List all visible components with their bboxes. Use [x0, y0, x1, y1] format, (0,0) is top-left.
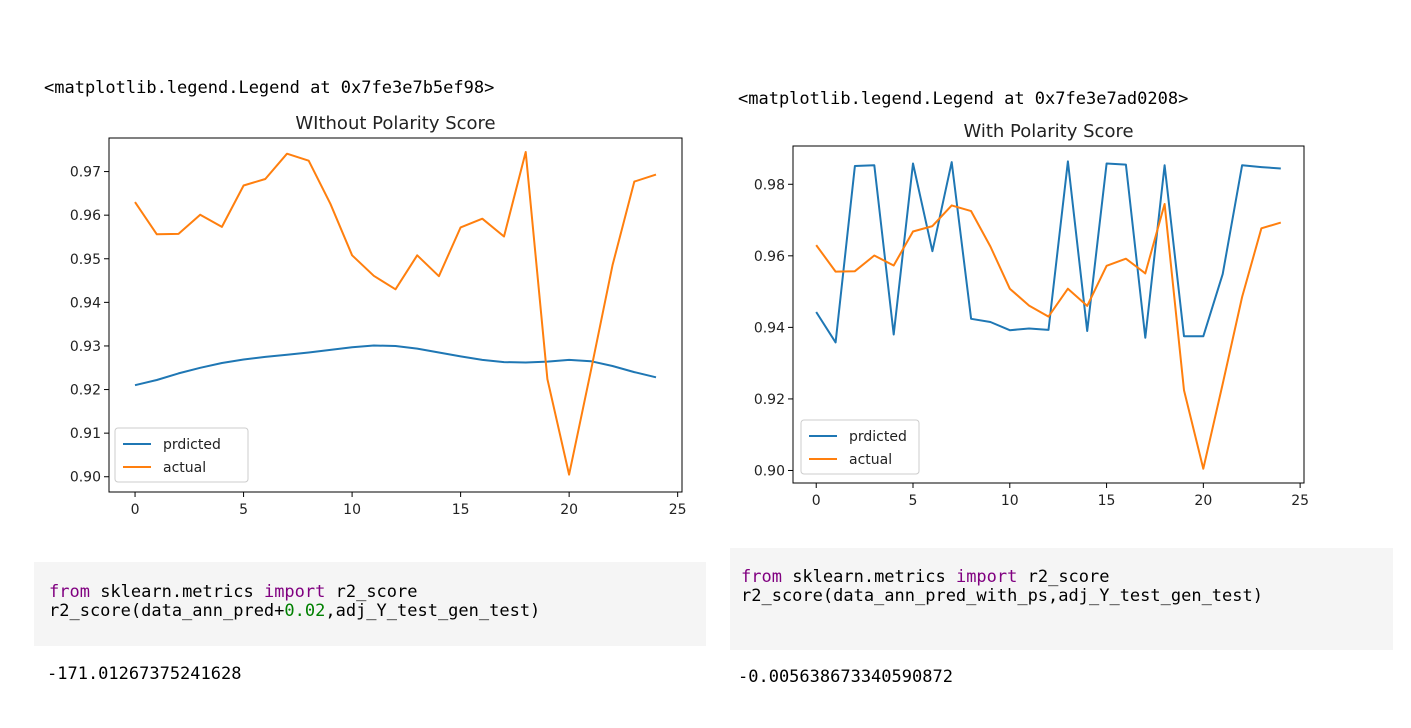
x-tick-label: 0	[812, 493, 821, 509]
code-post: ,adj_Y_test_gen_test)	[325, 601, 541, 621]
legend-repr-output-left: <matplotlib.legend.Legend at 0x7fe3e7b5e…	[44, 78, 495, 98]
legend-box	[800, 419, 920, 475]
y-tick-label: 0.94	[70, 295, 101, 311]
code-line-2: r2_score(data_ann_pred+0.02,adj_Y_test_g…	[49, 602, 706, 621]
keyword-import: import	[263, 582, 326, 602]
x-tick-label: 20	[560, 502, 578, 518]
plot-frame	[108, 137, 683, 493]
keyword-from: from	[741, 567, 782, 587]
chart-title: With Polarity Score	[963, 121, 1133, 142]
import-name: r2_score	[325, 582, 418, 602]
legend-label: actual	[849, 452, 892, 468]
chart-with-polarity: With Polarity Score 0.90 0.92 0.94 0.96 0.98 0…	[754, 121, 1309, 509]
x-tick-label: 25	[1291, 493, 1309, 509]
y-tick-label: 0.93	[70, 339, 101, 355]
legend-repr-output-right: <matplotlib.legend.Legend at 0x7fe3e7ad0…	[738, 89, 1189, 109]
import-name: r2_score	[1017, 567, 1110, 587]
code-pre: r2_score(data_ann_pred_with_ps,adj_Y_tes…	[741, 586, 1263, 606]
y-tick-label: 0.92	[70, 383, 101, 399]
plot-frame	[792, 145, 1305, 484]
r2-result-left: -171.01267375241628	[47, 664, 242, 684]
code-cell-right[interactable]: from sklearn.metrics import r2_score r2_s…	[730, 548, 1393, 650]
x-tick-label: 5	[239, 502, 248, 518]
code-number: 0.02	[284, 601, 326, 621]
x-tick-label: 0	[131, 502, 140, 518]
x-tick-label: 15	[1098, 493, 1116, 509]
legend-label: prdicted	[163, 437, 221, 453]
y-tick-label: 0.90	[70, 470, 101, 486]
r2-result-right: -0.005638673340590872	[738, 667, 953, 687]
chart-without-polarity: WIthout Polarity Score 0.90 0.91 0.92 0.93 0.…	[70, 113, 687, 518]
y-tick-label: 0.96	[754, 249, 785, 265]
code-cell-left[interactable]: from sklearn.metrics import r2_score r2_s…	[34, 562, 706, 646]
y-tick-label: 0.96	[70, 208, 101, 224]
series-line-predicted	[815, 160, 1281, 344]
y-tick-label: 0.92	[754, 392, 785, 408]
x-tick-label: 20	[1194, 493, 1212, 509]
x-tick-label: 5	[909, 493, 918, 509]
x-tick-label: 10	[343, 502, 361, 518]
y-tick-label: 0.95	[70, 252, 101, 268]
code-line-1: from sklearn.metrics import r2_score	[741, 568, 1393, 587]
keyword-from: from	[49, 582, 90, 602]
x-tick-label: 15	[452, 502, 470, 518]
y-tick-label: 0.94	[754, 320, 785, 336]
y-tick-label: 0.98	[754, 177, 785, 193]
code-pre: r2_score(data_ann_pred+	[49, 601, 285, 621]
series-line-actual	[134, 151, 657, 476]
series-line-predicted	[134, 344, 657, 387]
series-line-actual	[815, 203, 1282, 470]
legend-label: actual	[163, 460, 206, 476]
y-tick-label: 0.91	[70, 426, 101, 442]
chart-title: WIthout Polarity Score	[295, 113, 495, 134]
legend-box	[114, 427, 249, 483]
y-tick-label: 0.97	[70, 165, 101, 181]
module-name: sklearn.metrics	[781, 567, 956, 587]
x-tick-label: 10	[1001, 493, 1019, 509]
module-name: sklearn.metrics	[89, 582, 264, 602]
code-line-1: from sklearn.metrics import r2_score	[49, 583, 706, 602]
keyword-import: import	[955, 567, 1018, 587]
legend-label: prdicted	[849, 429, 907, 445]
x-tick-label: 25	[669, 502, 687, 518]
code-line-2: r2_score(data_ann_pred_with_ps,adj_Y_tes…	[741, 587, 1393, 606]
y-tick-label: 0.90	[754, 463, 785, 479]
